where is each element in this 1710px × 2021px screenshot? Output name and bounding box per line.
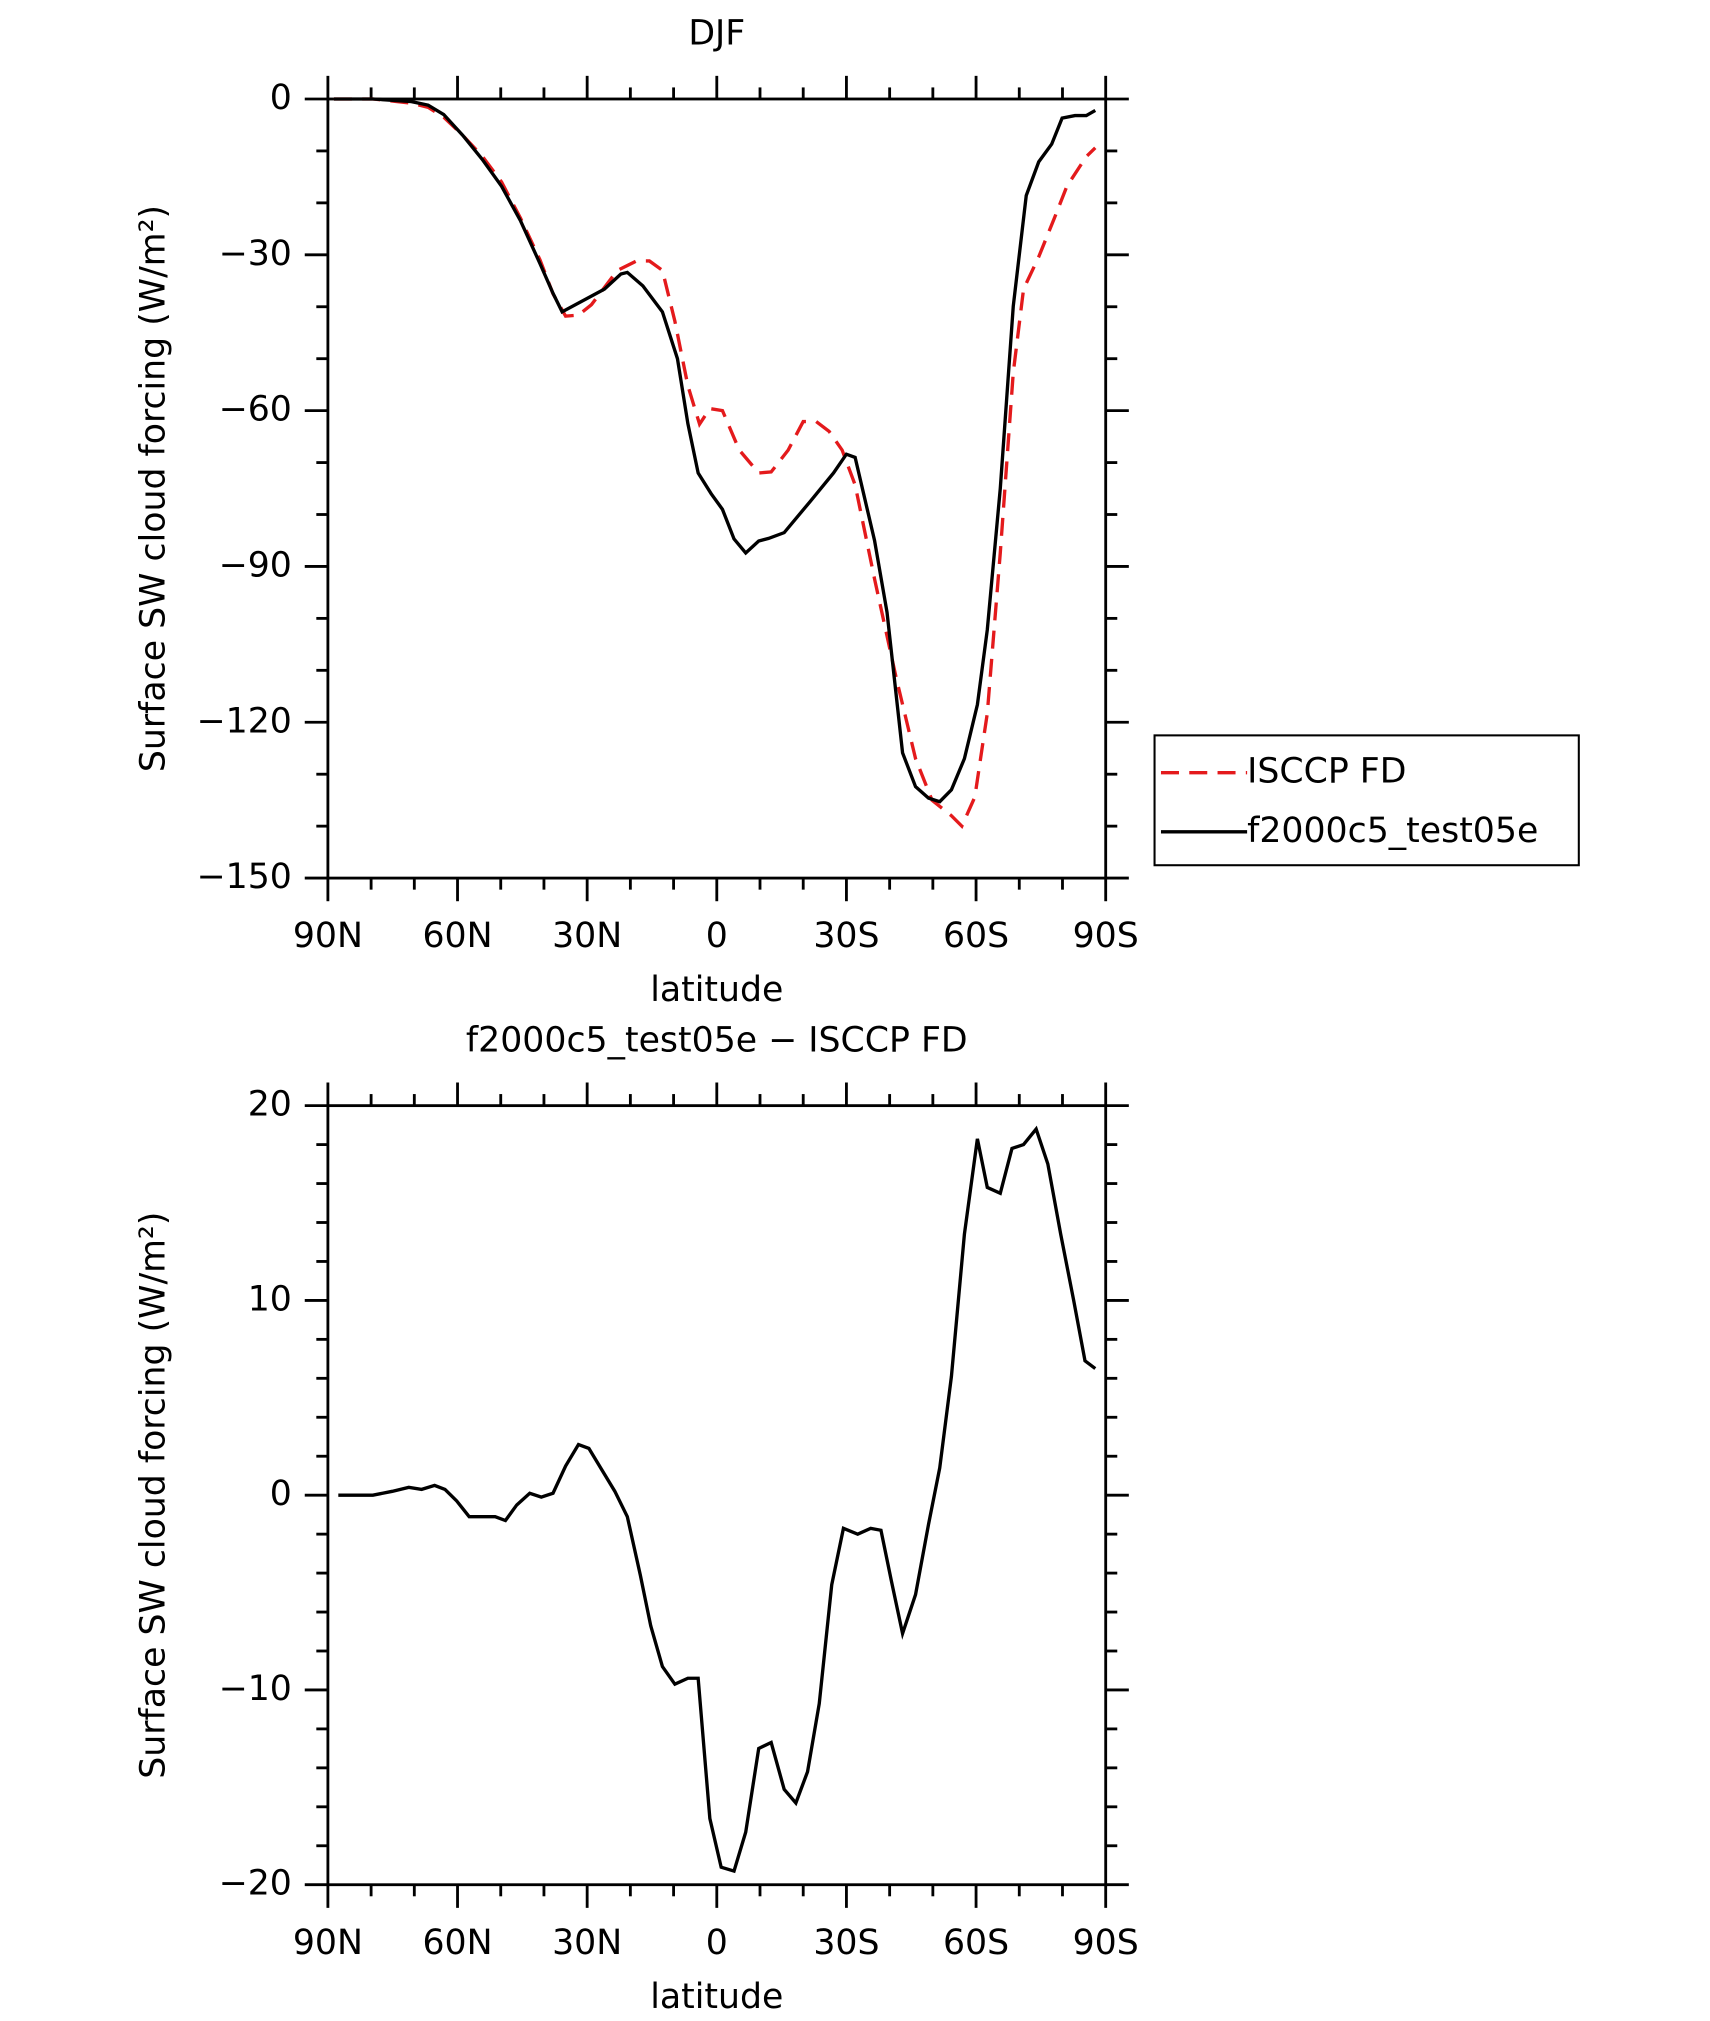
x-tick-label: 90N xyxy=(293,1923,363,1963)
x-tick-label: 60N xyxy=(422,916,492,956)
x-tick-label: 30S xyxy=(813,916,879,956)
x-tick-label: 30S xyxy=(813,1923,879,1963)
y-tick-label: 20 xyxy=(248,1085,292,1125)
chart-title: DJF xyxy=(688,14,745,54)
y-tick-label: −90 xyxy=(219,545,292,585)
legend-label: f2000c5_test05e xyxy=(1247,811,1538,851)
x-tick-label: 0 xyxy=(706,916,728,956)
y-tick-label: −30 xyxy=(219,234,292,274)
x-tick-label: 90N xyxy=(293,916,363,956)
x-tick-label: 90S xyxy=(1073,916,1139,956)
x-tick-label: 90S xyxy=(1073,1923,1139,1963)
y-tick-label: −120 xyxy=(197,701,292,741)
x-axis-label: latitude xyxy=(650,970,783,1010)
y-tick-label: −20 xyxy=(219,1864,292,1904)
legend-label: ISCCP FD xyxy=(1247,752,1406,792)
y-tick-label: 0 xyxy=(270,78,292,118)
y-tick-label: 0 xyxy=(270,1474,292,1514)
x-tick-label: 60S xyxy=(943,916,1009,956)
x-tick-label: 0 xyxy=(706,1923,728,1963)
y-tick-label: −10 xyxy=(219,1669,292,1709)
x-axis-label: latitude xyxy=(650,1977,783,2017)
y-axis-label: Surface SW cloud forcing (W/m²) xyxy=(133,1212,173,1779)
plot-frame xyxy=(326,97,1108,880)
x-tick-label: 30N xyxy=(552,1923,622,1963)
y-axis-label: Surface SW cloud forcing (W/m²) xyxy=(133,205,173,772)
plot-frame xyxy=(326,1104,1108,1887)
chart-title: f2000c5_test05e − ISCCP FD xyxy=(466,1020,968,1060)
x-tick-label: 30N xyxy=(552,916,622,956)
legend: ISCCP FD f2000c5_test05e xyxy=(1153,734,1580,867)
data-line xyxy=(333,97,1097,830)
data-line xyxy=(338,1125,1097,1874)
legend-box xyxy=(1153,734,1580,867)
x-tick-label: 60S xyxy=(943,1923,1009,1963)
y-tick-label: 10 xyxy=(248,1279,292,1319)
y-tick-label: −150 xyxy=(197,857,292,897)
x-tick-label: 60N xyxy=(422,1923,492,1963)
data-line xyxy=(333,97,1097,804)
y-tick-label: −60 xyxy=(219,390,292,430)
